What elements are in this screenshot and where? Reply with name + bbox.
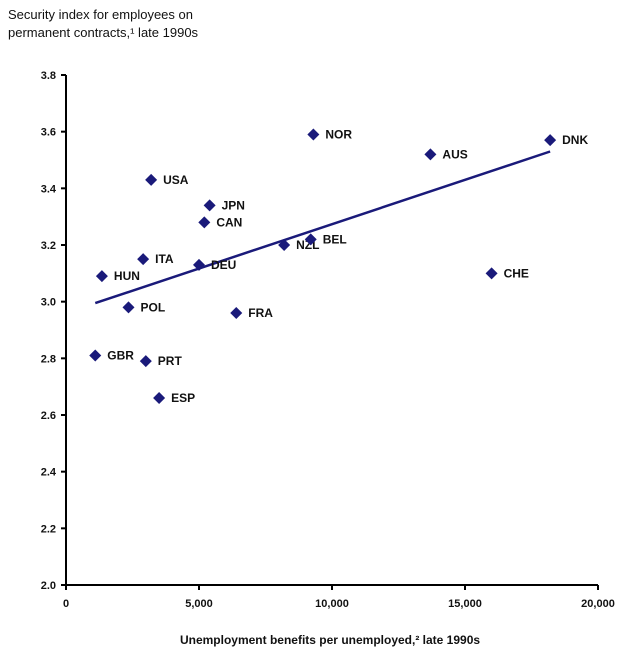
x-tick-label: 20,000 (581, 598, 615, 610)
data-point-marker (137, 253, 150, 266)
data-point-label: ITA (155, 252, 174, 266)
trendline (94, 150, 551, 305)
data-point-marker (424, 148, 437, 161)
data-point-label: ESP (171, 391, 195, 405)
chart-title-line-2: permanent contracts,¹ late 1990s (8, 25, 199, 40)
data-point-marker (278, 239, 291, 251)
y-tick-label: 2.6 (41, 410, 56, 422)
data-point-marker (95, 270, 108, 283)
data-point-marker (230, 307, 243, 319)
x-tick-label: 0 (63, 598, 69, 610)
data-point-label: AUS (442, 147, 467, 161)
data-point-marker (203, 199, 216, 212)
data-point-label: USA (163, 173, 189, 187)
data-point-label: FRA (248, 306, 273, 320)
data-point-label: CAN (216, 215, 242, 229)
data-point-label: JPN (222, 198, 245, 212)
y-tick-label: 3.4 (41, 183, 57, 195)
data-point-marker (198, 216, 211, 229)
y-tick-label: 3.8 (41, 70, 56, 82)
x-axis-label: Unemployment benefits per unemployed,² l… (180, 633, 480, 647)
data-point-label: GBR (107, 349, 134, 363)
data-point-label: POL (141, 300, 166, 314)
y-tick-label: 2.8 (41, 353, 56, 365)
data-point-marker (485, 267, 498, 280)
data-point-label: PRT (158, 354, 183, 368)
y-tick-label: 3.2 (41, 240, 56, 252)
data-point-label: NOR (325, 128, 352, 142)
data-point-marker (544, 134, 557, 147)
data-point-marker (307, 128, 320, 141)
data-point-marker (145, 173, 158, 186)
x-tick-label: 5,000 (185, 598, 213, 610)
data-point-label: BEL (323, 232, 347, 246)
x-tick-label: 10,000 (315, 598, 349, 610)
axes: 2.0 2.2 2.4 2.6 2.8 3.0 3.2 3.4 3.6 3.8 0 5,000 10,0… (41, 70, 615, 610)
data-point-marker (193, 258, 205, 271)
data-point-label: HUN (114, 269, 140, 283)
y-tick-label: 3.6 (41, 127, 56, 139)
data-point-marker (304, 233, 317, 246)
trendline-group (94, 150, 551, 305)
chart-title: Security index for employees on permanen… (8, 6, 198, 42)
y-tick-label: 3.0 (41, 297, 56, 309)
data-point-label: DEU (211, 258, 236, 272)
data-point-marker (122, 301, 135, 314)
x-tick-label: 15,000 (448, 598, 482, 610)
data-point-marker (89, 349, 102, 362)
data-point-marker (139, 355, 152, 368)
y-tick-label: 2.2 (41, 523, 56, 535)
y-tick-label: 2.0 (41, 580, 56, 592)
data-point-marker (153, 392, 166, 404)
chart-title-line-1: Security index for employees on (8, 7, 193, 22)
y-tick-label: 2.4 (41, 467, 57, 479)
data-point-label: DNK (562, 133, 588, 147)
data-point-label: CHE (504, 266, 529, 280)
